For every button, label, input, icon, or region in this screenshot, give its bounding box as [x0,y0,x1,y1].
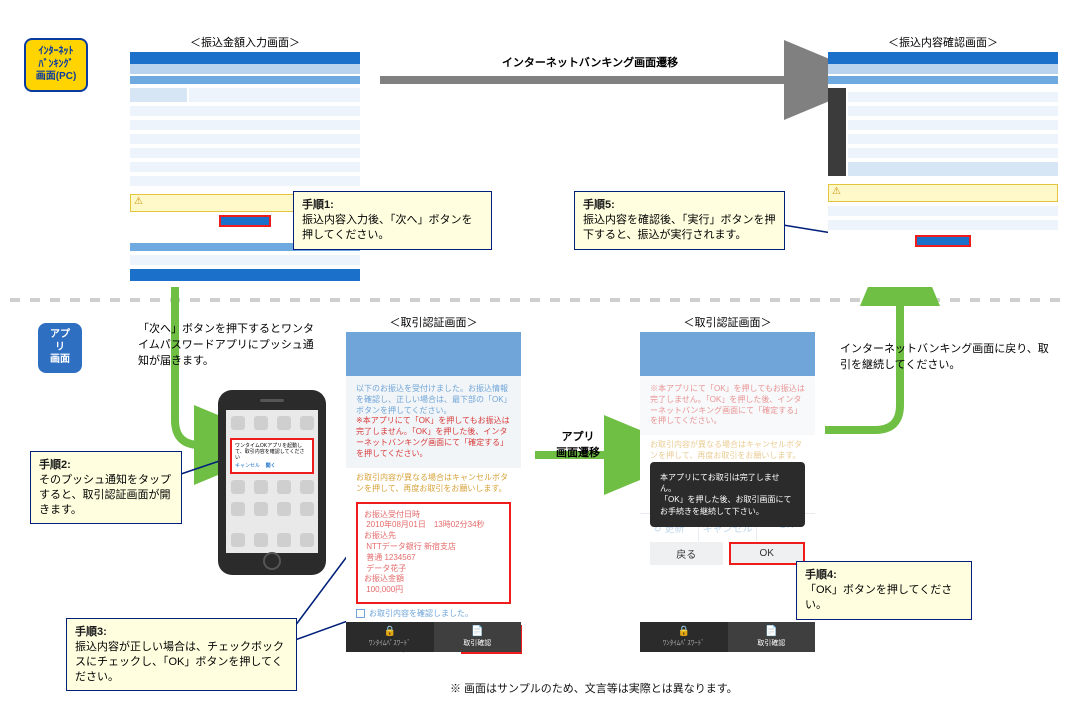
tab-otp[interactable]: 🔒 ﾜﾝﾀｲﾑﾊﾟｽﾜｰﾄﾞ [640,622,728,652]
callout-step-3: 手順3: 振込内容が正しい場合は、チェックボックスにチェックし、「OK」ボタンを… [66,618,297,691]
app-modal: 本アプリにてお取引は完了しません。 「OK」を押した後、お取引画面にてお手続きを… [650,462,805,527]
pc-screen-input [130,52,360,287]
side-label-pc: ｲﾝﾀｰﾈｯﾄﾊﾞﾝｷﾝｸﾞ画面(PC) [24,38,88,92]
push-open-button[interactable]: 開く [266,463,276,469]
note-after-next: 「次へ」ボタンを押下するとワンタイムパスワードアプリにプッシュ通知が届きます。 [138,320,318,368]
side-label-app: アプリ画面 [38,323,82,373]
push-cancel-button[interactable]: キャンセル [235,463,260,469]
doc-icon: 📄 [765,626,777,637]
tab-txn[interactable]: 📄 取引確認 [728,622,816,652]
app-instr-red: ※本アプリにて「OK」を押してもお振込は完了しません。「OK」を押した後、インタ… [356,416,510,457]
push-text: ワンタイムOKアプリを起動して、取引内容を確認してください [235,443,304,461]
caption-pc-arrow: インターネットバンキング画面遷移 [460,54,720,70]
modal-ok-button-highlight[interactable]: OK [729,542,806,565]
app-screen-txn-auth-1: 以下のお振込を受付けました。お振込情報を確認し、正しい場合は、最下部の「OK」ボ… [346,332,521,652]
pc-screen-confirm [828,52,1058,287]
tab-otp[interactable]: 🔒 ﾜﾝﾀｲﾑﾊﾟｽﾜｰﾄﾞ [346,622,434,652]
lock-icon: 🔒 [678,626,690,637]
app-screen-txn-auth-2: ※本アプリにて「OK」を押してもお振込は完了しません。「OK」を押した後、インタ… [640,332,815,652]
footnote-disclaimer: ※ 画面はサンプルのため、文言等は実際とは異なります。 [450,680,738,696]
tab-txn[interactable]: 📄 取引確認 [434,622,522,652]
callout-step-2: 手順2: そのプッシュ通知をタップすると、取引認証画面が開きます。 [30,451,182,524]
lock-icon: 🔒 [384,626,396,637]
callout-step-4: 手順4: 「OK」ボタンを押してください。 [796,561,972,620]
caption-pc-right: ＜振込内容確認画面＞ [828,34,1058,50]
app-instr-main: 以下のお振込を受付けました。お振込情報を確認し、正しい場合は、最下部の「OK」ボ… [356,384,508,415]
doc-icon: 📄 [471,626,483,637]
checkbox-icon [356,609,365,618]
callout-step-1: 手順1: 振込内容入力後、「次へ」ボタンを押してください。 [293,191,492,250]
caption-app-left: ＜取引認証画面＞ [346,314,521,330]
pc-execute-button-highlight[interactable] [915,235,971,247]
callout-step-5: 手順5: 振込内容を確認後、「実行」ボタンを押下すると、振込が実行されます。 [574,191,785,250]
caption-app-right: ＜取引認証画面＞ [640,314,815,330]
app-confirm-label: お取引内容を確認しました。 [369,608,473,619]
modal-back-button[interactable]: 戻る [650,542,723,565]
note-return-ib: インターネットバンキング画面に戻り、取引を継続してください。 [840,340,1050,372]
caption-app-arrow: アプリ画面遷移 [548,428,608,460]
diagram-stage: ｲﾝﾀｰﾈｯﾄﾊﾞﾝｷﾝｸﾞ画面(PC) アプリ画面 インターネットバンキング画… [0,0,1079,720]
push-notification[interactable]: ワンタイムOKアプリを起動して、取引内容を確認してください キャンセル 開く [230,438,314,474]
pc-next-button-highlight[interactable] [219,215,271,227]
app-instr-warn: お取引内容が異なる場合はキャンセルボタンを押して、再度お取引をお願いします。 [346,468,521,498]
phone-mock: ワンタイムOKアプリを起動して、取引内容を確認してください キャンセル 開く [218,390,326,575]
app-txn-data-highlight: お振込受付日時 2010年08月01日 13時02分34秒 お振込先 NTTデー… [356,502,511,604]
caption-pc-left: ＜振込金額入力画面＞ [130,34,360,50]
